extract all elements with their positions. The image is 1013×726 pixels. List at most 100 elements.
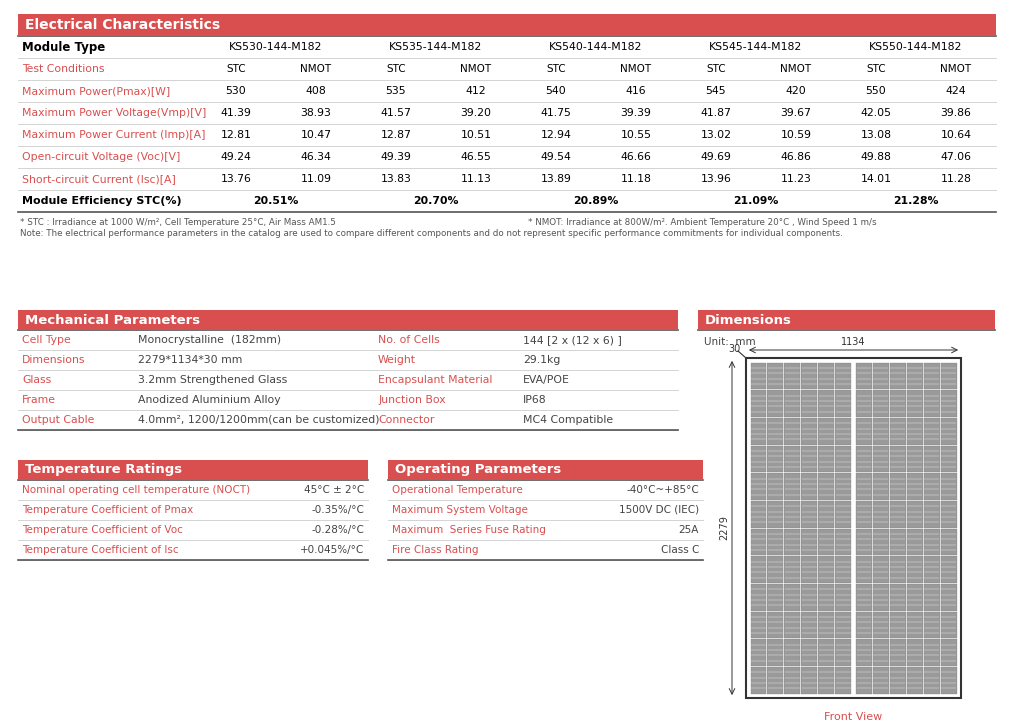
Text: 13.96: 13.96 <box>701 174 731 184</box>
Bar <box>835 362 851 389</box>
Bar <box>941 390 956 417</box>
Bar <box>907 446 923 472</box>
Bar <box>784 473 800 499</box>
Bar <box>768 362 783 389</box>
Bar <box>856 611 872 638</box>
Text: 1134: 1134 <box>841 337 866 347</box>
Bar <box>835 611 851 638</box>
Text: 39.20: 39.20 <box>461 108 491 118</box>
Bar <box>889 639 906 666</box>
Bar <box>873 667 888 693</box>
Bar <box>889 584 906 611</box>
Text: 144 [2 x (12 x 6) ]: 144 [2 x (12 x 6) ] <box>523 335 622 345</box>
Bar <box>873 501 888 528</box>
Text: Temperature Ratings: Temperature Ratings <box>25 463 182 476</box>
Bar <box>856 390 872 417</box>
Bar <box>924 639 940 666</box>
Text: Connector: Connector <box>378 415 435 425</box>
Bar <box>889 418 906 444</box>
Text: Cell Type: Cell Type <box>22 335 71 345</box>
Bar <box>768 584 783 611</box>
Text: 11.13: 11.13 <box>461 174 491 184</box>
Bar <box>856 667 872 693</box>
Bar <box>889 501 906 528</box>
Text: Maximum  Series Fuse Rating: Maximum Series Fuse Rating <box>392 525 546 535</box>
Bar <box>889 362 906 389</box>
Bar <box>835 473 851 499</box>
Text: KS530-144-M182: KS530-144-M182 <box>229 42 323 52</box>
Text: 14.01: 14.01 <box>860 174 891 184</box>
Bar <box>819 639 834 666</box>
Text: 49.69: 49.69 <box>701 152 731 162</box>
Text: Module Type: Module Type <box>22 41 105 54</box>
Bar <box>856 501 872 528</box>
Bar <box>907 390 923 417</box>
Bar <box>751 362 767 389</box>
Text: 41.87: 41.87 <box>701 108 731 118</box>
Bar <box>18 14 996 36</box>
Text: 46.66: 46.66 <box>621 152 651 162</box>
Text: STC: STC <box>546 64 566 74</box>
Bar <box>941 584 956 611</box>
Text: 47.06: 47.06 <box>940 152 971 162</box>
Bar <box>941 418 956 444</box>
Bar <box>801 667 817 693</box>
Text: Mechanical Parameters: Mechanical Parameters <box>25 314 201 327</box>
Text: 46.86: 46.86 <box>781 152 811 162</box>
Text: 45°C ± 2°C: 45°C ± 2°C <box>304 485 364 495</box>
Bar <box>924 667 940 693</box>
Bar <box>924 529 940 555</box>
Bar <box>856 362 872 389</box>
Text: 25A: 25A <box>679 525 699 535</box>
Bar <box>941 446 956 472</box>
Bar <box>856 473 872 499</box>
Bar <box>751 556 767 583</box>
Text: Anodized Aluminium Alloy: Anodized Aluminium Alloy <box>138 395 281 405</box>
Text: Dimensions: Dimensions <box>705 314 792 327</box>
Text: Test Conditions: Test Conditions <box>22 64 104 74</box>
Text: Nominal operating cell temperature (NOCT): Nominal operating cell temperature (NOCT… <box>22 485 250 495</box>
Text: 39.39: 39.39 <box>621 108 651 118</box>
Text: 416: 416 <box>626 86 646 96</box>
Text: 41.39: 41.39 <box>221 108 251 118</box>
Bar <box>924 556 940 583</box>
Text: No. of Cells: No. of Cells <box>378 335 440 345</box>
Text: 2279: 2279 <box>719 515 729 540</box>
Text: EVA/POE: EVA/POE <box>523 375 570 385</box>
Bar <box>835 556 851 583</box>
Bar <box>801 390 817 417</box>
Bar <box>751 667 767 693</box>
Bar <box>941 611 956 638</box>
Text: Module Efficiency STC(%): Module Efficiency STC(%) <box>22 196 181 206</box>
Text: 550: 550 <box>866 86 886 96</box>
Bar <box>819 584 834 611</box>
Bar <box>873 418 888 444</box>
Bar <box>889 556 906 583</box>
Bar <box>801 556 817 583</box>
Bar <box>889 446 906 472</box>
Text: Output Cable: Output Cable <box>22 415 94 425</box>
Bar <box>801 584 817 611</box>
Bar <box>768 390 783 417</box>
Bar <box>801 529 817 555</box>
Text: 408: 408 <box>306 86 326 96</box>
Bar <box>801 611 817 638</box>
Text: 12.87: 12.87 <box>381 130 411 140</box>
Bar <box>768 418 783 444</box>
Bar <box>907 584 923 611</box>
Bar <box>819 446 834 472</box>
Text: 530: 530 <box>226 86 246 96</box>
Bar <box>751 446 767 472</box>
Text: NMOT: NMOT <box>301 64 331 74</box>
Text: 2279*1134*30 mm: 2279*1134*30 mm <box>138 355 242 365</box>
Bar <box>856 556 872 583</box>
Text: Unit:  mm: Unit: mm <box>704 337 756 347</box>
Bar <box>768 446 783 472</box>
Bar <box>388 460 703 480</box>
Bar <box>889 667 906 693</box>
Bar <box>768 529 783 555</box>
Text: Maximum System Voltage: Maximum System Voltage <box>392 505 528 515</box>
Text: 20.51%: 20.51% <box>253 196 299 206</box>
Bar <box>889 611 906 638</box>
Bar <box>856 446 872 472</box>
